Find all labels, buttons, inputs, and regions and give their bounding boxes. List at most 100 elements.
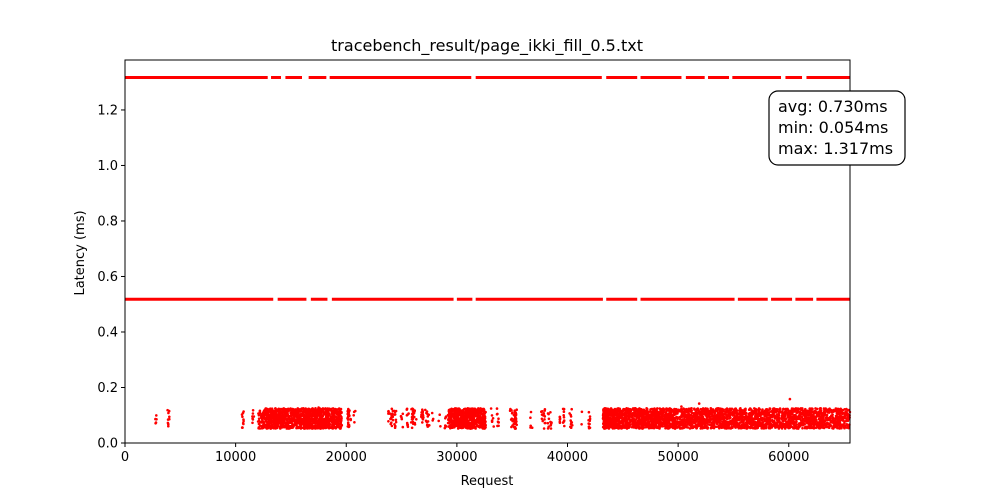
data-point [704, 408, 707, 411]
data-point [729, 409, 733, 412]
data-point [662, 407, 665, 410]
data-point [777, 411, 781, 414]
data-point [437, 419, 441, 423]
data-point [608, 420, 612, 424]
data-point [580, 410, 584, 414]
data-point [808, 425, 812, 429]
data-point [293, 414, 297, 417]
data-point [638, 426, 641, 430]
data-point [717, 412, 721, 415]
data-point [618, 410, 621, 413]
data-point [765, 419, 769, 422]
data-point [613, 424, 616, 427]
data-point [336, 412, 340, 415]
data-point [671, 414, 675, 417]
data-point [699, 417, 702, 421]
data-point [326, 416, 330, 420]
data-point [406, 413, 409, 417]
data-point [451, 422, 455, 426]
data-point [754, 414, 757, 417]
data-point [625, 420, 628, 424]
data-point [764, 426, 768, 429]
data-point [708, 423, 711, 426]
data-point [695, 423, 699, 427]
data-point [817, 418, 821, 421]
data-point [284, 425, 288, 429]
data-point [326, 411, 330, 415]
data-point [580, 423, 583, 426]
data-point [732, 418, 735, 422]
data-point [635, 421, 638, 425]
data-point [252, 415, 256, 418]
data-point [448, 413, 452, 416]
data-point [455, 421, 459, 425]
data-point [809, 409, 812, 412]
data-point [497, 420, 500, 424]
data-point [335, 417, 339, 420]
data-point [743, 408, 746, 411]
data-point [778, 426, 782, 429]
data-point [401, 425, 405, 429]
data-point [697, 415, 700, 419]
data-point [412, 422, 415, 425]
data-point [709, 409, 712, 412]
data-point [731, 411, 735, 415]
data-point [738, 409, 741, 413]
data-point [409, 421, 413, 424]
data-point [622, 412, 626, 416]
data-point [318, 424, 322, 427]
data-point [771, 418, 774, 422]
data-point [251, 412, 255, 415]
data-point [602, 408, 605, 411]
data-point [811, 426, 814, 429]
data-point [788, 426, 791, 430]
data-point [290, 418, 293, 422]
data-point [745, 424, 749, 427]
data-point [837, 420, 841, 423]
data-point [540, 410, 544, 413]
data-point [683, 423, 687, 427]
data-point [475, 417, 479, 421]
data-point [630, 416, 634, 419]
data-point [645, 407, 649, 411]
data-point [795, 409, 798, 412]
data-point [431, 417, 435, 421]
data-point [473, 407, 477, 411]
data-point [617, 427, 620, 430]
data-point [329, 407, 333, 411]
data-point [474, 420, 478, 423]
data-point [241, 426, 244, 429]
data-point [671, 423, 674, 426]
data-point [844, 408, 848, 411]
data-point [472, 409, 475, 413]
data-point [843, 424, 847, 428]
data-point [697, 409, 700, 413]
data-point [701, 426, 704, 430]
data-point [712, 419, 715, 423]
data-point [260, 420, 264, 423]
data-point [399, 414, 403, 418]
data-point [461, 422, 465, 426]
data-point [425, 420, 429, 424]
data-point [686, 426, 690, 429]
data-point [320, 416, 324, 420]
data-point [781, 416, 785, 420]
data-point [260, 427, 264, 430]
data-point [292, 409, 296, 413]
data-point [274, 422, 278, 425]
data-point [785, 408, 789, 411]
data-point [558, 415, 562, 419]
data-point [269, 413, 273, 416]
data-point [283, 416, 286, 420]
data-point [713, 414, 716, 417]
data-point [388, 412, 392, 415]
data-point [456, 427, 460, 430]
data-point [665, 418, 668, 422]
data-point [795, 420, 798, 424]
data-point [459, 413, 463, 417]
data-point [802, 413, 806, 416]
data-point [604, 421, 608, 425]
data-point [456, 424, 460, 427]
data-point [732, 421, 735, 425]
data-point [688, 423, 692, 427]
